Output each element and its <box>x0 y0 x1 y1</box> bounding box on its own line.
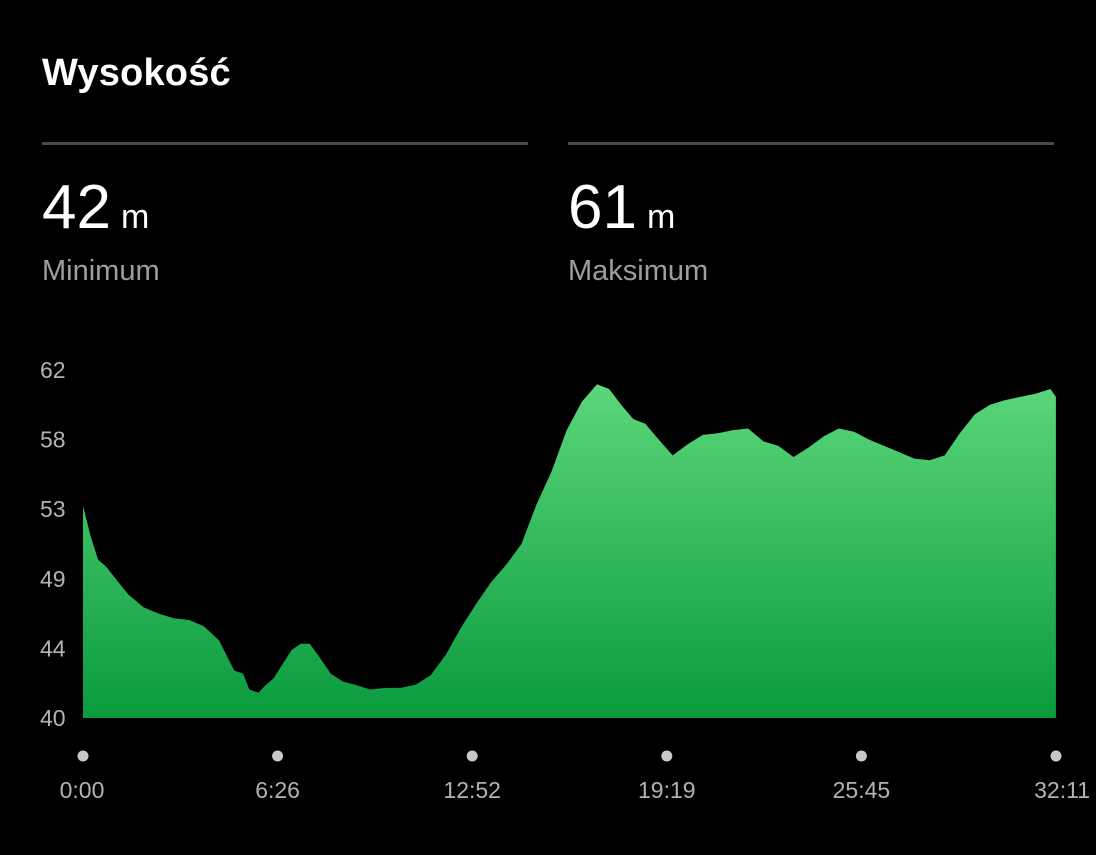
y-tick-label: 44 <box>40 635 66 661</box>
x-tick-label: 25:45 <box>833 777 891 803</box>
x-tick-dot <box>77 750 89 762</box>
x-tick-dot <box>466 750 478 762</box>
y-axis: 62 58 53 49 44 40 <box>40 357 66 731</box>
x-tick-dot <box>1050 750 1062 762</box>
x-tick-label: 32:11 <box>1034 777 1090 803</box>
x-tick-label: 12:52 <box>443 777 501 803</box>
minimum-stat: 42 m Minimum <box>42 142 528 288</box>
minimum-value-row: 42 m <box>42 177 528 239</box>
elevation-chart[interactable]: 62 58 53 49 44 40 0:00 6:26 12:52 19:19 25:45 32:1… <box>0 340 1096 820</box>
minimum-unit: m <box>120 198 150 236</box>
elevation-area <box>83 384 1056 718</box>
x-tick-dot <box>855 750 867 762</box>
page-title: Wysokość <box>42 52 231 94</box>
y-tick-label: 53 <box>40 496 66 522</box>
minimum-value: 42 <box>42 173 111 242</box>
maximum-stat: 61 m Maksimum <box>568 142 1054 288</box>
minimum-label: Minimum <box>42 255 160 287</box>
x-tick-label: 19:19 <box>638 777 696 803</box>
x-tick-label: 6:26 <box>255 777 300 803</box>
x-axis: 0:00 6:26 12:52 19:19 25:45 32:11 <box>60 750 1090 803</box>
y-tick-label: 58 <box>40 427 66 453</box>
y-tick-label: 40 <box>40 705 66 731</box>
x-tick-dot <box>272 750 284 762</box>
maximum-unit: m <box>646 198 676 236</box>
y-tick-label: 62 <box>40 357 66 383</box>
maximum-value-row: 61 m <box>568 177 1054 239</box>
maximum-value: 61 <box>568 173 637 242</box>
maximum-label: Maksimum <box>568 255 709 287</box>
x-tick-dot <box>661 750 673 762</box>
y-tick-label: 49 <box>40 566 66 592</box>
x-tick-label: 0:00 <box>60 777 105 803</box>
